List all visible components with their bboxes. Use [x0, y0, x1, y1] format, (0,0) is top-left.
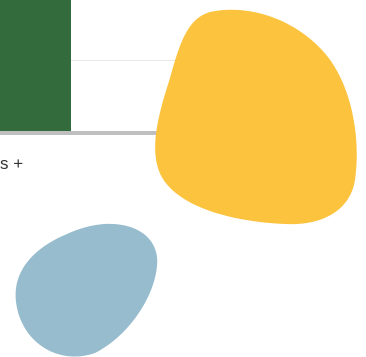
- gray-baseline-bar: [0, 131, 172, 135]
- light-divider-line: [71, 60, 177, 61]
- yellow-blob: [155, 9, 357, 225]
- partial-slide-text: s +: [0, 154, 24, 173]
- blue-blob: [15, 223, 158, 357]
- green-rectangle: [0, 0, 71, 132]
